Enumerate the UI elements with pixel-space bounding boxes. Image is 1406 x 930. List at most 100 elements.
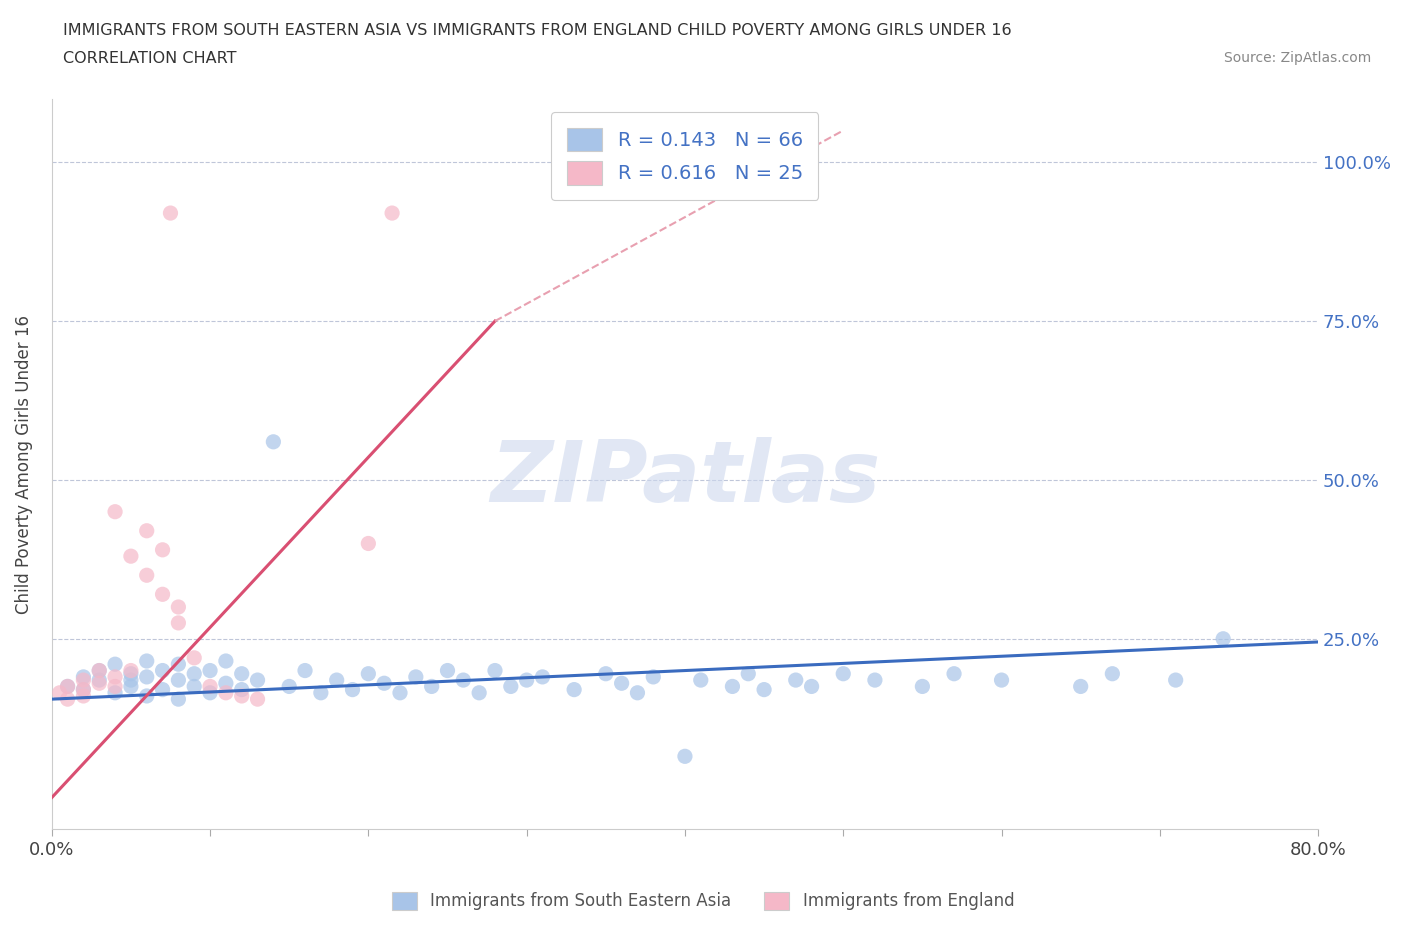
Point	[800, 679, 823, 694]
Point	[752, 683, 775, 698]
Point	[89, 672, 111, 687]
Point	[357, 666, 380, 681]
Point	[120, 663, 142, 678]
Point	[626, 685, 648, 700]
Point	[1164, 672, 1187, 687]
Point	[1212, 631, 1234, 646]
Point	[183, 679, 205, 694]
Point	[104, 679, 127, 694]
Point	[516, 672, 538, 687]
Point	[104, 685, 127, 700]
Text: IMMIGRANTS FROM SOUTH EASTERN ASIA VS IMMIGRANTS FROM ENGLAND CHILD POVERTY AMON: IMMIGRANTS FROM SOUTH EASTERN ASIA VS IM…	[63, 23, 1012, 38]
Point	[167, 657, 190, 671]
Point	[120, 679, 142, 694]
Point	[72, 683, 94, 698]
Point	[135, 524, 157, 538]
Point	[278, 679, 301, 694]
Point	[262, 434, 284, 449]
Point	[198, 663, 221, 678]
Point	[198, 679, 221, 694]
Point	[72, 688, 94, 703]
Text: Source: ZipAtlas.com: Source: ZipAtlas.com	[1223, 51, 1371, 65]
Point	[56, 692, 79, 707]
Point	[231, 666, 253, 681]
Point	[737, 666, 759, 681]
Point	[159, 206, 181, 220]
Point	[381, 206, 404, 220]
Point	[167, 672, 190, 687]
Point	[246, 672, 269, 687]
Point	[72, 683, 94, 698]
Point	[673, 749, 696, 764]
Point	[152, 663, 174, 678]
Point	[405, 670, 427, 684]
Point	[104, 670, 127, 684]
Text: CORRELATION CHART: CORRELATION CHART	[63, 51, 236, 66]
Point	[531, 670, 554, 684]
Point	[484, 663, 506, 678]
Point	[246, 692, 269, 707]
Point	[309, 685, 332, 700]
Point	[183, 666, 205, 681]
Point	[453, 672, 475, 687]
Point	[499, 679, 522, 694]
Point	[152, 542, 174, 557]
Point	[342, 683, 364, 698]
Point	[436, 663, 458, 678]
Point	[215, 685, 238, 700]
Point	[420, 679, 443, 694]
Point	[863, 672, 886, 687]
Point	[89, 676, 111, 691]
Point	[388, 685, 411, 700]
Point	[294, 663, 316, 678]
Point	[89, 663, 111, 678]
Point	[120, 672, 142, 687]
Point	[152, 683, 174, 698]
Point	[89, 663, 111, 678]
Point	[135, 688, 157, 703]
Point	[990, 672, 1012, 687]
Point	[215, 654, 238, 669]
Point	[72, 672, 94, 687]
Legend: R = 0.143   N = 66, R = 0.616   N = 25: R = 0.143 N = 66, R = 0.616 N = 25	[551, 113, 818, 200]
Point	[643, 670, 665, 684]
Point	[56, 679, 79, 694]
Point	[135, 670, 157, 684]
Point	[104, 657, 127, 671]
Point	[48, 685, 70, 700]
Point	[56, 679, 79, 694]
Point	[135, 654, 157, 669]
Point	[468, 685, 491, 700]
Point	[689, 672, 711, 687]
Point	[120, 666, 142, 681]
Point	[231, 683, 253, 698]
Point	[832, 666, 855, 681]
Point	[785, 672, 807, 687]
Point	[215, 676, 238, 691]
Point	[1101, 666, 1123, 681]
Text: ZIPatlas: ZIPatlas	[489, 437, 880, 520]
Y-axis label: Child Poverty Among Girls Under 16: Child Poverty Among Girls Under 16	[15, 314, 32, 614]
Point	[911, 679, 934, 694]
Point	[1070, 679, 1092, 694]
Point	[120, 549, 142, 564]
Point	[167, 692, 190, 707]
Point	[357, 536, 380, 551]
Point	[373, 676, 395, 691]
Point	[183, 650, 205, 665]
Point	[231, 688, 253, 703]
Point	[943, 666, 966, 681]
Point	[135, 568, 157, 583]
Point	[721, 679, 744, 694]
Point	[198, 685, 221, 700]
Point	[167, 616, 190, 631]
Point	[152, 587, 174, 602]
Point	[562, 683, 585, 698]
Point	[325, 672, 347, 687]
Point	[595, 666, 617, 681]
Point	[610, 676, 633, 691]
Point	[72, 670, 94, 684]
Legend: Immigrants from South Eastern Asia, Immigrants from England: Immigrants from South Eastern Asia, Immi…	[385, 885, 1021, 917]
Point	[104, 504, 127, 519]
Point	[167, 600, 190, 615]
